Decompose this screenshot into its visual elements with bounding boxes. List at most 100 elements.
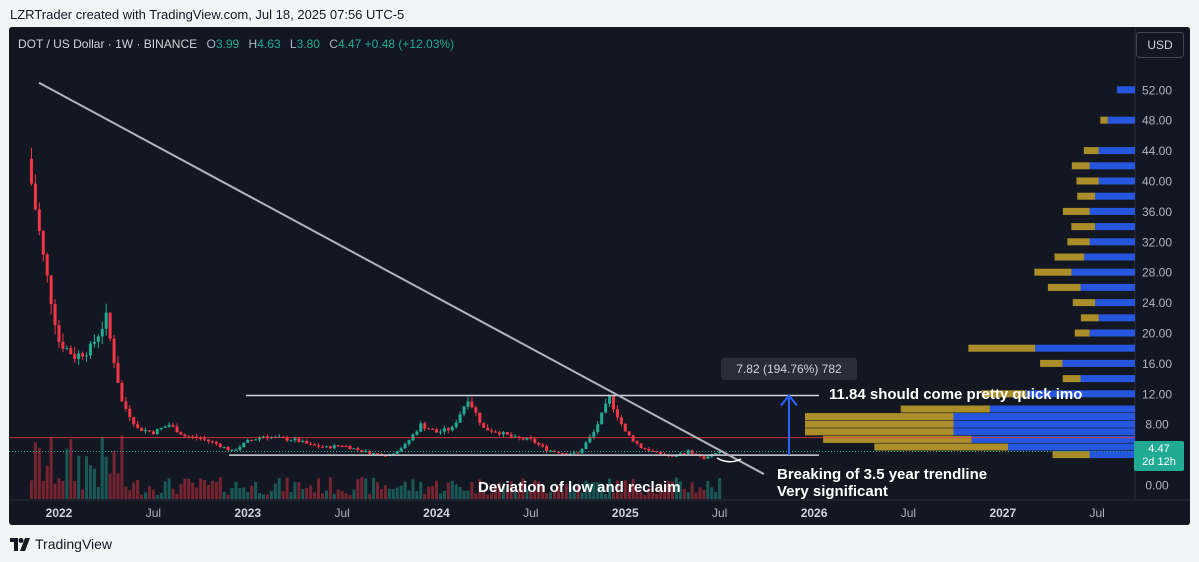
candle-body (686, 450, 690, 454)
candle-body (144, 430, 148, 432)
breaking-annotation-line2: Very significant (777, 483, 888, 500)
candle-body (120, 382, 124, 402)
volume-bar (206, 485, 210, 499)
volume-profile-bar-up (1062, 359, 1135, 367)
symbol-title[interactable]: DOT / US Dollar · 1W · BINANCE (18, 37, 198, 51)
volume-bar (332, 494, 336, 499)
candle-body (155, 429, 159, 435)
volume-bar (415, 490, 419, 499)
candle-body (714, 453, 718, 455)
y-tick-label: 44.00 (1142, 144, 1172, 158)
candle-body (261, 436, 265, 438)
volume-bar (81, 489, 85, 499)
candle-body (214, 441, 218, 444)
candle-body (643, 448, 647, 450)
volume-bar (391, 489, 395, 499)
currency-button[interactable]: USD (1136, 32, 1184, 58)
volume-bar (690, 482, 694, 499)
volume-bar (639, 491, 643, 499)
volume-bar (265, 494, 269, 499)
candle-body (490, 430, 494, 432)
volume-bar (203, 480, 207, 499)
candle-body (340, 445, 344, 447)
volume-bar (45, 465, 49, 499)
y-tick-label: 28.00 (1142, 266, 1172, 280)
volume-bar (242, 487, 246, 499)
price-chart[interactable]: 52.00 48.00 44.00 40.00 36.00 32.00 28.00 24.00… (9, 27, 1190, 525)
volume-bar (395, 487, 399, 499)
candle-body (53, 304, 57, 326)
volume-bar (427, 486, 431, 499)
candle-body (92, 341, 96, 344)
volume-bar (120, 435, 124, 499)
candle-body (533, 438, 537, 443)
candle-body (293, 438, 297, 441)
volume-bar (580, 492, 584, 499)
candle-body (576, 452, 580, 454)
candle-body (450, 426, 454, 431)
candle-body (348, 446, 352, 450)
candle-body (37, 209, 41, 231)
volume-bar (61, 481, 65, 499)
volume-bar (49, 436, 53, 499)
candle-body (88, 343, 92, 356)
volume-bar (592, 482, 596, 499)
candle-body (372, 453, 376, 455)
candle-body (246, 440, 250, 443)
candle-body (324, 446, 328, 448)
chart-panel[interactable]: 52.00 48.00 44.00 40.00 36.00 32.00 28.00 24.00… (9, 27, 1190, 525)
candle-body (505, 431, 509, 435)
volume-bar (564, 484, 568, 499)
y-tick-label: 52.00 (1142, 83, 1172, 97)
candle-body (309, 443, 313, 445)
x-tick-label: 2023 (234, 506, 261, 520)
volume-profile-bar-up (1089, 238, 1135, 246)
target-arrow-head (780, 393, 798, 407)
candle-body (167, 424, 171, 427)
candle-body (619, 417, 623, 424)
candle-body (706, 456, 710, 459)
volume-profile-bar-down (1080, 314, 1099, 322)
volume-bar (151, 489, 155, 499)
volume-bar (611, 492, 615, 499)
volume-bar (368, 493, 372, 499)
volume-profile-bar-down (1072, 299, 1096, 307)
candle-body (140, 427, 144, 431)
candle-body (285, 437, 289, 441)
footer-brand[interactable]: TradingView (10, 536, 112, 552)
volume-bar (615, 480, 619, 499)
candle-body (136, 424, 140, 428)
high-key: H (248, 37, 258, 51)
volume-bar (33, 442, 37, 499)
volume-bar (254, 481, 258, 499)
candle-body (183, 434, 187, 437)
trendline[interactable] (38, 81, 765, 475)
candle-body (356, 448, 360, 450)
volume-bar (517, 488, 521, 499)
volume-bar (635, 488, 639, 499)
volume-bar (65, 448, 69, 499)
volume-profile-bar-down (981, 390, 1027, 398)
volume-bar (136, 480, 140, 499)
candle-body (250, 440, 254, 442)
volume-bar (486, 494, 490, 499)
candle-body (124, 401, 128, 409)
open-key: O (206, 37, 216, 51)
volume-bar (454, 484, 458, 499)
volume-profile-bar-up (971, 435, 1135, 443)
candle-body (509, 434, 513, 437)
volume-profile-bar-down (900, 405, 990, 413)
volume-profile-bar-up (1095, 299, 1135, 307)
candle-body (96, 336, 100, 342)
volume-profile-bar-up (953, 413, 1135, 421)
candle-body (537, 442, 541, 445)
volume-profile-bar-up (1107, 116, 1135, 124)
volume-bar (600, 483, 604, 499)
candle-body (431, 428, 435, 430)
volume-bar (85, 456, 89, 499)
volume-profile-bar-down (874, 443, 1008, 451)
candle-body (85, 355, 89, 357)
candle-body (61, 342, 65, 349)
volume-bar (470, 481, 474, 499)
volume-bar (619, 493, 623, 499)
